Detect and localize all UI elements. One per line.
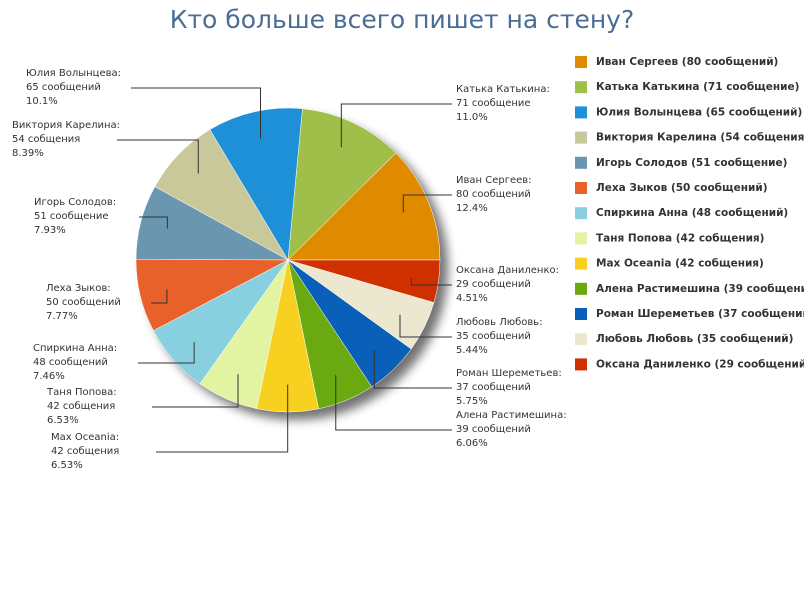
leader-line [152,374,239,408]
leader-line [399,314,452,338]
slice-value-label: 51 сообщение [34,211,109,222]
pie-slice [287,108,397,261]
slice-percent-label: 8.39% [12,148,44,159]
slice-value-label: 71 сообщение [456,98,531,109]
slice-label: Катька Катькина: [456,84,550,95]
slice-label: Роман Шереметьев: [456,368,562,379]
slice-value-label: 65 сообщений [26,82,101,93]
slice-value-label: 29 сообщений [456,279,531,290]
legend-label: Иван Сергеев (80 сообщений) [596,56,778,68]
slice-percent-label: 7.77% [46,311,78,322]
slice-label: Спиркина Анна: [33,343,117,354]
legend-swatch [575,207,587,220]
legend-swatch [575,156,587,169]
leader-line [138,342,195,364]
slice-value-label: 42 собщения [51,446,119,457]
legend-swatch [575,308,587,320]
leader-line [402,194,452,213]
slice-percent-label: 7.93% [34,225,66,236]
slice-label: Таня Попова: [46,387,117,398]
leader-line [131,87,262,139]
slice-value-label: 50 сообщений [46,297,121,308]
leader-line [373,349,452,389]
leader-line [410,277,452,286]
slice-percent-label: 5.44% [456,345,488,356]
slice-value-label: 37 сообщений [456,382,531,393]
slice-percent-label: 11.0% [456,112,488,123]
slice-label: Леха Зыков: [46,283,111,294]
legend-label: Таня Попова (42 собщения) [596,232,764,244]
slice-label: Игорь Солодов: [34,197,116,208]
pie-slice [209,107,303,261]
legend-label: Спиркина Анна (48 сообщений) [596,207,788,219]
leader-line [340,103,452,148]
legend-swatch [575,232,587,245]
legend-label: Игорь Солодов (51 сообщение) [596,157,787,169]
legend-swatch [575,81,587,94]
legend-label: Роман Шереметьев (37 сообщений) [596,308,804,320]
slice-percent-label: 4.51% [456,293,488,304]
slice-value-label: 42 собщения [47,401,115,412]
slice-percent-label: 12.4% [456,203,488,214]
legend-label: Оксана Даниленко (29 сообщений) [596,358,804,370]
slice-label: Оксана Даниленко: [456,265,559,276]
legend-label: Катька Катькина (71 сообщение) [596,81,799,93]
leader-line [139,216,168,229]
legend-label: Леха Зыков (50 сообщений) [596,182,768,194]
slice-value-label: 35 сообщений [456,331,531,342]
slice-value-label: 48 сообщений [33,357,108,368]
slice-label: Иван Сергеев: [456,175,532,186]
legend-swatch [575,282,587,295]
slice-percent-label: 6.06% [456,438,488,449]
slice-percent-label: 6.53% [47,415,79,426]
pie-slice [287,259,441,303]
leader-line [156,384,289,453]
slice-label: Любовь Любовь: [456,317,543,328]
legend-swatch [575,131,587,144]
slice-label: Алена Растимешина: [456,410,567,421]
slice-label: Юлия Волынцева: [26,68,121,79]
slice-value-label: 39 сообщений [456,424,531,435]
legend-swatch [575,106,587,119]
leader-line [335,375,452,431]
legend-label: Любовь Любовь (35 сообщений) [596,333,793,345]
chart-title: Кто больше всего пишет на стену? [170,5,635,34]
slice-label: Max Oceania: [51,432,119,443]
legend-label: Виктория Карелина (54 собщения) [596,132,804,144]
legend-swatch [575,182,587,194]
slice-percent-label: 10.1% [26,96,58,107]
pie-slice [287,152,441,261]
legend-swatch [575,358,587,371]
legend-swatch [575,257,587,270]
slice-percent-label: 6.53% [51,460,83,471]
leader-line [117,139,199,174]
legend-label: Юлия Волынцева (65 сообщений) [596,106,802,118]
slice-value-label: 54 собщения [12,134,80,145]
legend-swatch [575,333,587,346]
slice-value-label: 80 сообщений [456,189,531,200]
slice-label: Виктория Карелина: [12,120,120,131]
leader-line [151,289,168,304]
legend-label: Алена Растимешина (39 сообщений) [596,283,804,295]
legend-label: Max Oceania (42 собщения) [596,258,764,270]
slice-percent-label: 7.46% [33,371,65,382]
slice-percent-label: 5.75% [456,396,488,407]
legend-swatch [575,56,587,68]
